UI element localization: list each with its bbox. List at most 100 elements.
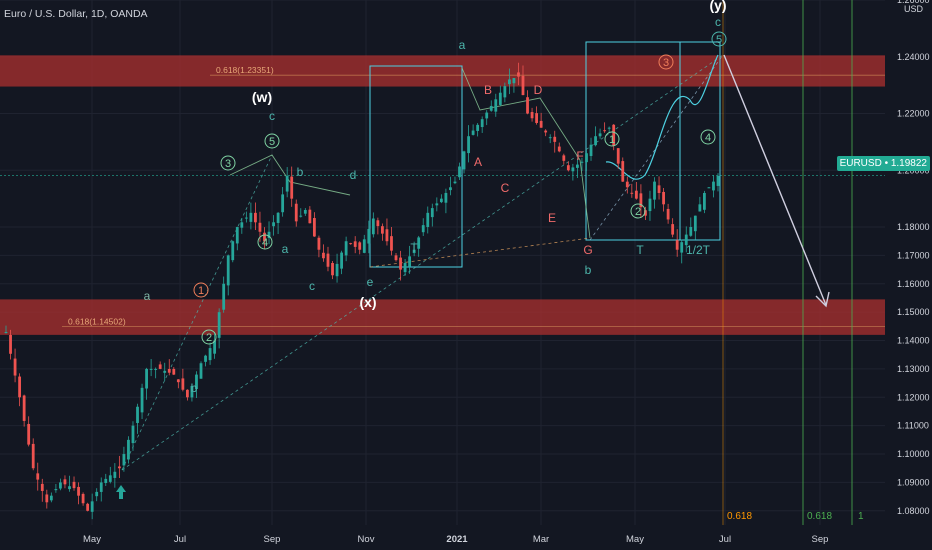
y-tick-label: 1.18000: [897, 222, 930, 232]
wave-label: T: [410, 241, 418, 255]
candle-body: [689, 227, 693, 236]
wave-label: T: [636, 243, 644, 257]
candle-body: [312, 218, 316, 237]
trend-line: [589, 54, 724, 241]
candle-body: [95, 491, 99, 497]
trend-line: [121, 54, 724, 471]
y-tick-label: 1.15000: [897, 307, 930, 317]
fib-level-label: 0.618(1.23351): [216, 65, 274, 75]
candle-body: [31, 443, 35, 469]
candle-body: [453, 181, 457, 184]
candle-body: [99, 482, 103, 492]
candle-body: [657, 185, 661, 193]
candle-body: [607, 127, 611, 129]
candle-body: [258, 222, 262, 232]
candle-body: [485, 112, 489, 119]
candle-body: [199, 363, 203, 379]
x-tick-label: Mar: [533, 534, 549, 545]
wave-label: A: [474, 155, 482, 169]
wave-label: a: [282, 242, 289, 256]
wave-zigzag: [229, 154, 351, 196]
wave-label: e: [367, 275, 374, 289]
candle-body: [108, 475, 112, 482]
candle-body: [127, 439, 130, 460]
candle-body: [290, 176, 294, 199]
candle-body: [462, 151, 466, 170]
wave-label: 1: [609, 134, 615, 146]
y-tick-label: 1.24000: [897, 52, 930, 62]
wave-label: a: [144, 289, 151, 303]
time-fib-label: 1: [858, 511, 864, 522]
candle-body: [666, 208, 670, 220]
candle-body: [208, 348, 212, 361]
candle-body: [68, 486, 71, 490]
wave-circle: [604, 131, 620, 147]
candle-body: [281, 194, 285, 213]
candle-body: [90, 501, 94, 512]
candle-body: [240, 222, 244, 228]
wave-label: B: [484, 83, 492, 97]
projected-path: [605, 54, 719, 180]
x-tick-label: Jul: [719, 534, 731, 545]
wave-label: 1/2T: [686, 243, 711, 257]
candle-body: [417, 237, 421, 249]
candle-body: [9, 334, 12, 354]
wave-label: c: [715, 15, 721, 29]
x-tick-label: Nov: [358, 534, 375, 545]
wave-label: 3: [663, 57, 669, 69]
candle-body: [81, 493, 85, 504]
y-tick-label: 1.12000: [897, 392, 930, 402]
candle-body: [648, 198, 652, 212]
candle-body: [580, 161, 584, 163]
candle-body: [149, 368, 153, 370]
candle-body: [625, 181, 629, 188]
candle-body: [235, 227, 239, 244]
candle-body: [512, 78, 516, 84]
wave-label: 1: [198, 285, 204, 297]
candle-body: [675, 240, 679, 250]
candle-body: [367, 228, 371, 244]
candle-body: [49, 495, 53, 501]
wave-label: (w): [252, 89, 272, 105]
candle-body: [589, 144, 593, 157]
wave-zigzag: [461, 67, 591, 239]
wave-circle: [201, 329, 217, 345]
candle-body: [639, 193, 643, 208]
candle-body: [503, 86, 507, 98]
candle-body: [254, 212, 257, 223]
y-tick-label: 1.22000: [897, 109, 930, 119]
candle-body: [195, 374, 198, 390]
candle-body: [548, 137, 552, 139]
wave-label: E: [548, 211, 556, 225]
candle-body: [45, 494, 49, 503]
candle-body: [299, 215, 303, 217]
candle-body: [353, 241, 357, 247]
y-tick-label: 1.08000: [897, 506, 930, 516]
candle-body: [154, 368, 158, 370]
candle-body: [371, 218, 375, 235]
candle-body: [340, 252, 343, 269]
wave-circle: [193, 282, 209, 298]
candle-body: [598, 133, 602, 137]
candle-body: [186, 389, 189, 398]
candle-body: [576, 164, 579, 168]
candle-body: [204, 355, 207, 362]
candle-body: [467, 136, 470, 154]
candle-body: [530, 112, 534, 119]
candle-body: [494, 99, 498, 112]
y-tick-label: 1.26000: [897, 0, 930, 5]
wave-label: 5: [269, 136, 275, 148]
candle-body: [294, 203, 298, 222]
candle-body: [716, 175, 720, 186]
candle-body: [671, 224, 675, 235]
current-price-badge: EURUSD • 1.19822: [836, 156, 930, 171]
candle-body: [408, 256, 412, 267]
x-tick-label: Sep: [812, 534, 829, 545]
candle-body: [362, 239, 366, 253]
wave-label: D: [534, 83, 543, 97]
candle-body: [399, 257, 402, 270]
wave-label: 5: [716, 34, 722, 46]
wave-label: 2: [206, 332, 212, 344]
candle-body: [426, 212, 430, 228]
